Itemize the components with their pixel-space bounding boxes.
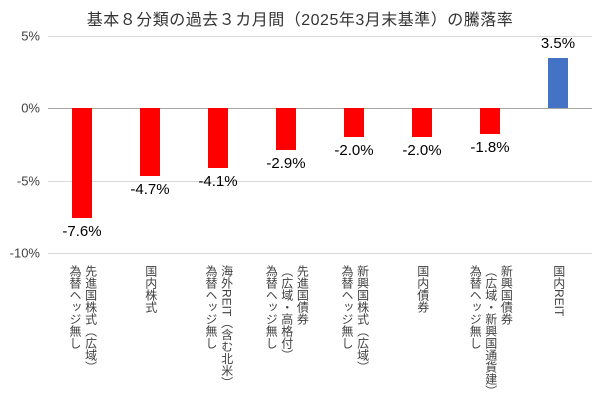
category-label-text: 先進国株式（広域） 為替ヘッジ無し (68, 265, 98, 373)
bar (72, 108, 92, 219)
category-label: 新興国株式（広域） 為替ヘッジ無し (320, 265, 388, 403)
zero-axis-line (48, 108, 592, 110)
gridline (48, 180, 592, 182)
bar (548, 57, 568, 109)
y-tick-label: -5% (16, 173, 40, 189)
category-label: 国内株式 (116, 265, 184, 403)
category-label: 国内債券 (388, 265, 456, 403)
chart-title: 基本８分類の過去３カ月間（2025年3月末基準）の騰落率 (86, 12, 514, 29)
y-tick-label: -10% (9, 245, 40, 261)
bar (412, 108, 432, 138)
category-label-text: 国内株式 (143, 265, 158, 313)
bar-value-label: -4.7% (130, 181, 170, 199)
y-tick-label: 5% (21, 28, 40, 44)
category-label: 新興国債券 （広域・新興国通貨建） 為替ヘッジ無し (456, 265, 524, 403)
bar-value-label: 3.5% (540, 34, 576, 52)
bar-value-label: -2.0% (334, 142, 374, 160)
gridline (48, 36, 592, 37)
bar (276, 108, 296, 151)
gridline (48, 253, 592, 254)
category-label-text: 海外REIT（含む北米） 為替ヘッジ無し (204, 265, 234, 389)
bar (208, 108, 228, 168)
category-label-text: 国内債券 (415, 265, 430, 313)
bar (344, 108, 364, 138)
category-label: 国内REIT (524, 265, 592, 403)
category-label-text: 先進国債券 （広域・高格付） 為替ヘッジ無し (264, 265, 310, 361)
bar-value-label: -1.8% (470, 139, 510, 157)
category-label: 海外REIT（含む北米） 為替ヘッジ無し (184, 265, 252, 403)
bar (480, 108, 500, 135)
category-label: 先進国株式（広域） 為替ヘッジ無し (48, 265, 116, 403)
y-tick-label: 0% (21, 100, 40, 116)
bar-value-label: -2.0% (402, 142, 442, 160)
category-label-text: 国内REIT (551, 265, 566, 317)
bar (140, 108, 160, 177)
category-label-text: 新興国債券 （広域・新興国通貨建） 為替ヘッジ無し (468, 265, 514, 397)
bar-value-label: -4.1% (198, 172, 238, 190)
bar-value-label: -7.6% (62, 223, 102, 241)
category-label-text: 新興国株式（広域） 為替ヘッジ無し (340, 265, 370, 373)
bar-value-label: -2.9% (266, 155, 306, 173)
category-label: 先進国債券 （広域・高格付） 為替ヘッジ無し (252, 265, 320, 403)
